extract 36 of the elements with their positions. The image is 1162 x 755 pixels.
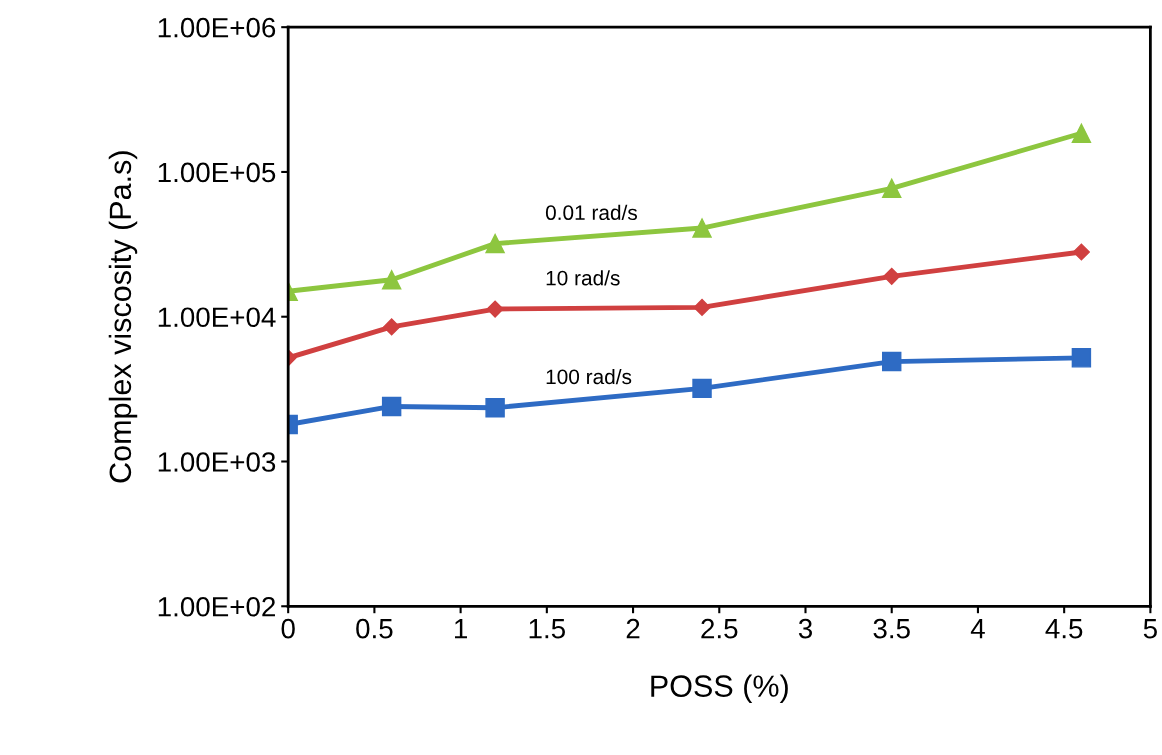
y-tick-label: 1.00E+06 <box>158 17 276 38</box>
point <box>881 351 902 372</box>
point <box>1071 348 1092 368</box>
point <box>485 233 505 254</box>
y-tick-label: 1.00E+02 <box>158 596 275 617</box>
x-axis-title: POSS (%) <box>651 674 788 703</box>
point <box>693 298 711 316</box>
x-tick-label: 4 <box>970 619 985 639</box>
x-tick-label: 4.5 <box>1045 619 1083 639</box>
x-tick-label: 3.5 <box>873 618 910 639</box>
series-label: 100 rad/s <box>546 368 632 385</box>
point <box>1072 243 1090 261</box>
y-tick-label: 1.00E+03 <box>158 452 276 472</box>
x-tick-label: 3 <box>798 618 812 639</box>
point <box>881 178 902 199</box>
x-tick-label: 5 <box>1143 619 1157 639</box>
point <box>692 378 712 399</box>
y-tick-label: 1.00E+05 <box>158 162 276 183</box>
point <box>381 270 402 290</box>
point <box>381 396 402 417</box>
x-tick-label: 1 <box>455 619 467 639</box>
series-label: 0.01 rad/s <box>545 204 637 221</box>
x-tick-label: 2 <box>626 618 640 639</box>
point <box>692 218 712 238</box>
point <box>383 318 401 336</box>
series-label: 10 rad/s <box>546 270 620 286</box>
x-tick-label: 0.5 <box>356 618 393 639</box>
point <box>485 398 505 418</box>
x-tick-label: 1.5 <box>529 619 565 639</box>
point <box>486 300 504 318</box>
y-axis-title: Complex viscosity (Pa.s) <box>108 151 138 483</box>
point <box>1071 123 1092 143</box>
y-tick-label: 1.00E+04 <box>158 307 276 328</box>
x-tick-label: 2.5 <box>701 618 738 639</box>
x-tick-label: 0 <box>281 618 295 639</box>
point <box>883 267 901 285</box>
